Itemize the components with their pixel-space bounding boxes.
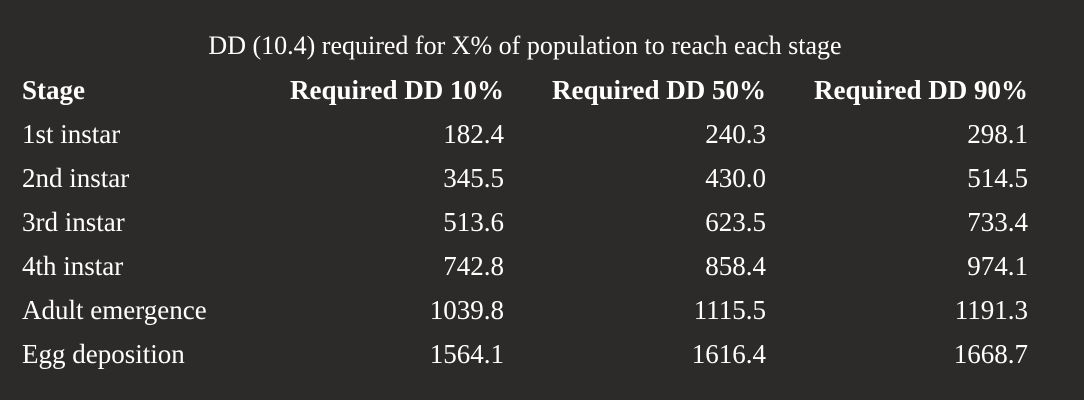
stage-cell: Egg deposition xyxy=(22,339,185,369)
table-row: Egg deposition 1564.1 1616.4 1668.7 xyxy=(22,332,1028,376)
degree-days-table: Stage Required DD 10% Required DD 50% Re… xyxy=(22,68,1028,376)
header-dd-90: Required DD 90% xyxy=(813,75,1028,105)
header-dd-10: Required DD 10% xyxy=(289,75,504,105)
header-dd-50: Required DD 50% xyxy=(551,75,766,105)
table-row: 4th instar 742.8 858.4 974.1 xyxy=(22,244,1028,288)
stage-cell: 2nd instar xyxy=(22,163,130,193)
dd-50-cell: 858.4 xyxy=(705,251,766,281)
dd-90-cell: 733.4 xyxy=(967,207,1028,237)
dd-90-cell: 1191.3 xyxy=(954,295,1028,325)
header-row: Stage Required DD 10% Required DD 50% Re… xyxy=(22,68,1028,112)
table-row: 2nd instar 345.5 430.0 514.5 xyxy=(22,156,1028,200)
dd-50-cell: 1616.4 xyxy=(691,339,766,369)
dd-10-cell: 1564.1 xyxy=(429,339,504,369)
table-row: 1st instar 182.4 240.3 298.1 xyxy=(22,112,1028,156)
stage-cell: 4th instar xyxy=(22,251,124,281)
table-row: Adult emergence 1039.8 1115.5 1191.3 xyxy=(22,288,1028,332)
stage-cell: Adult emergence xyxy=(22,295,207,325)
table-caption: DD (10.4) required for X% of population … xyxy=(208,31,842,60)
stage-cell: 1st instar xyxy=(22,119,121,149)
dd-10-cell: 513.6 xyxy=(443,207,504,237)
dd-10-cell: 345.5 xyxy=(443,163,504,193)
dd-50-cell: 1115.5 xyxy=(693,295,766,325)
table-row: 3rd instar 513.6 623.5 733.4 xyxy=(22,200,1028,244)
dd-90-cell: 1668.7 xyxy=(953,339,1028,369)
dd-10-cell: 182.4 xyxy=(443,119,504,149)
dd-50-cell: 623.5 xyxy=(705,207,766,237)
dd-90-cell: 298.1 xyxy=(967,119,1028,149)
dd-90-cell: 974.1 xyxy=(967,251,1028,281)
dd-10-cell: 742.8 xyxy=(443,251,504,281)
dd-90-cell: 514.5 xyxy=(967,163,1028,193)
header-stage: Stage xyxy=(22,75,85,105)
dd-10-cell: 1039.8 xyxy=(429,295,504,325)
dd-50-cell: 430.0 xyxy=(705,163,766,193)
dd-50-cell: 240.3 xyxy=(705,119,766,149)
stage-cell: 3rd instar xyxy=(22,207,125,237)
